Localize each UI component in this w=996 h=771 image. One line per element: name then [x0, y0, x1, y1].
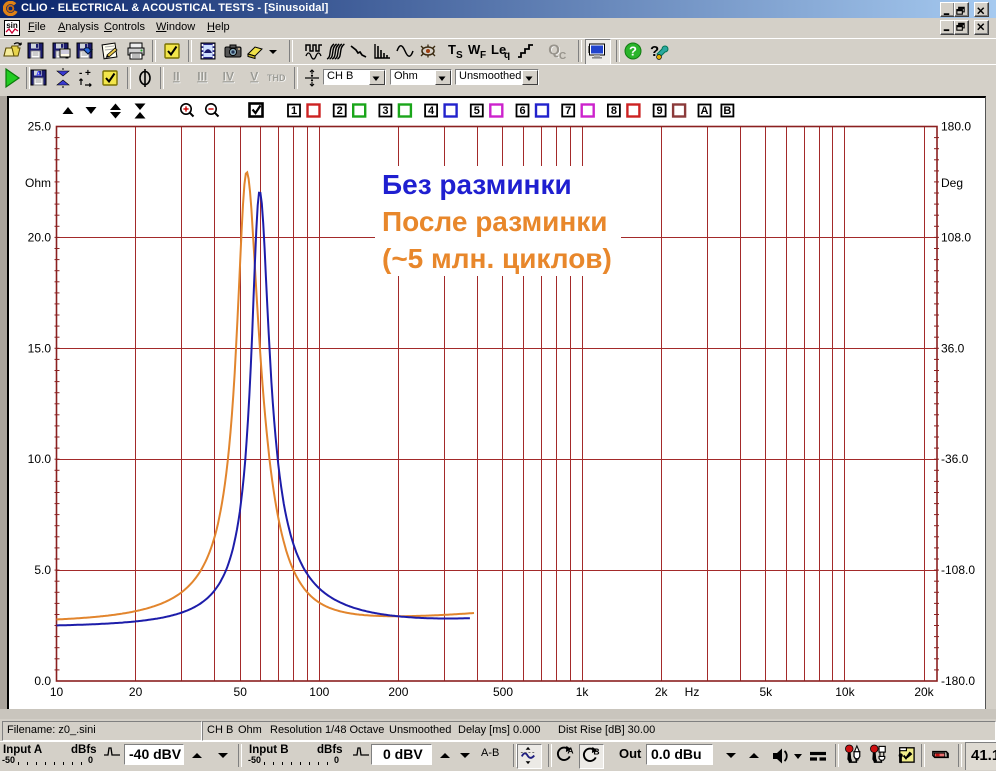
svg-text:C: C	[559, 51, 566, 62]
svg-text:1: 1	[291, 105, 297, 117]
svg-text:8: 8	[611, 105, 617, 117]
svg-text:10: 10	[50, 685, 64, 699]
svg-text:II: II	[173, 69, 180, 83]
svg-text:10k: 10k	[835, 685, 855, 699]
svg-text:III: III	[198, 70, 208, 84]
svg-text:4: 4	[428, 105, 435, 117]
svg-text:B: B	[723, 105, 731, 117]
svg-text:sin: sin	[6, 21, 18, 30]
svg-text:1k: 1k	[576, 685, 590, 699]
svg-text:5: 5	[474, 105, 480, 117]
svg-text:F: F	[480, 50, 486, 61]
svg-text:?: ?	[629, 44, 637, 59]
svg-text:5.0: 5.0	[34, 563, 51, 577]
svg-text:Без разминки: Без разминки	[382, 169, 572, 200]
svg-text:25.0: 25.0	[28, 120, 52, 134]
svg-text:2: 2	[337, 105, 343, 117]
svg-text:W: W	[468, 42, 481, 57]
svg-text:?: ?	[650, 43, 659, 60]
svg-text:Ohm: Ohm	[25, 176, 51, 190]
svg-text:20.0: 20.0	[28, 230, 52, 244]
svg-text:-180.0: -180.0	[941, 674, 975, 688]
svg-text:+: +	[85, 68, 91, 79]
svg-text:-36.0: -36.0	[941, 452, 969, 466]
svg-text:9: 9	[657, 105, 663, 117]
svg-text:III: III	[197, 69, 207, 83]
svg-text:S: S	[456, 50, 463, 61]
svg-text:36.0: 36.0	[941, 341, 965, 355]
svg-text:10.0: 10.0	[28, 452, 52, 466]
svg-text:2k: 2k	[655, 685, 669, 699]
svg-text:3: 3	[382, 105, 388, 117]
svg-text:Le: Le	[491, 42, 506, 57]
svg-text:50: 50	[234, 685, 248, 699]
svg-text:После разминки: После разминки	[382, 206, 608, 237]
svg-text:V: V	[250, 69, 258, 83]
svg-text:Deg: Deg	[941, 176, 963, 190]
svg-text:5k: 5k	[759, 685, 773, 699]
svg-text:100: 100	[309, 685, 329, 699]
svg-text:A: A	[567, 746, 573, 756]
svg-text:-108.0: -108.0	[941, 563, 975, 577]
svg-text:200: 200	[388, 685, 408, 699]
svg-text:20k: 20k	[914, 685, 934, 699]
svg-text:(~5 млн. циклов): (~5 млн. циклов)	[382, 243, 612, 274]
svg-text:0.0: 0.0	[34, 674, 51, 688]
svg-text:20: 20	[129, 685, 143, 699]
svg-text:Q: Q	[548, 41, 560, 58]
svg-text:Q: Q	[549, 42, 561, 59]
svg-text:II: II	[174, 70, 181, 84]
svg-text:B: B	[593, 747, 599, 757]
svg-text:THD: THD	[268, 74, 287, 84]
svg-text:15.0: 15.0	[28, 341, 52, 355]
svg-text:6: 6	[519, 105, 525, 117]
svg-text:Hz: Hz	[685, 685, 700, 699]
svg-text:500: 500	[493, 685, 513, 699]
svg-text:A: A	[36, 71, 41, 78]
svg-text:IV: IV	[223, 69, 234, 83]
svg-text:108.0: 108.0	[941, 230, 971, 244]
svg-text:T: T	[448, 42, 456, 57]
svg-text:-: -	[79, 68, 82, 79]
svg-text:7: 7	[565, 105, 571, 117]
svg-text:IV: IV	[223, 70, 234, 84]
svg-text:180.0: 180.0	[941, 120, 971, 134]
svg-text:A: A	[701, 105, 709, 117]
svg-text:q: q	[504, 50, 510, 61]
svg-text:V: V	[251, 70, 259, 84]
svg-text:THD: THD	[267, 73, 286, 83]
